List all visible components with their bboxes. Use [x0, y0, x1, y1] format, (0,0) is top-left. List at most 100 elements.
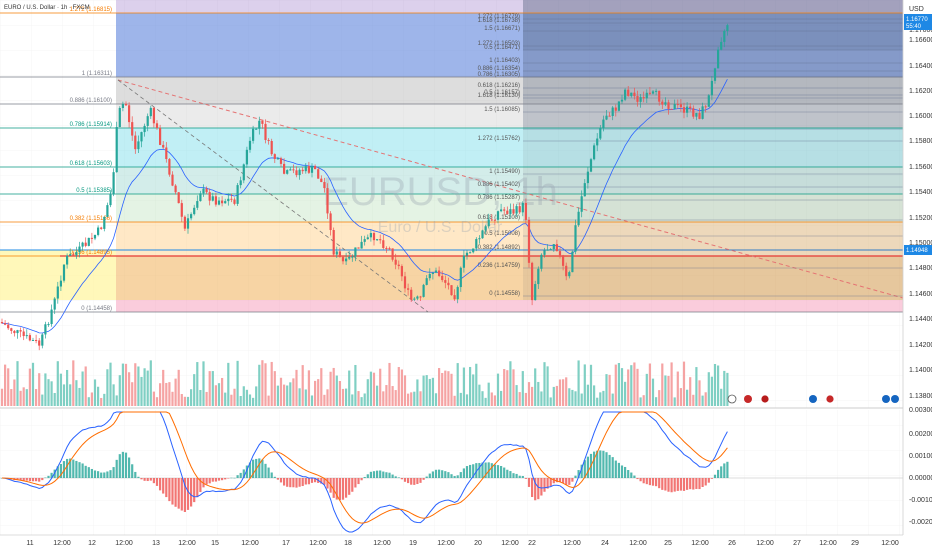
volume-bar	[627, 369, 630, 406]
time-tick: 12:00	[629, 540, 647, 547]
volume-bar	[698, 380, 701, 406]
price-axis[interactable]	[903, 0, 932, 550]
symbol-title: EURO / U.S. Dollar · 1h · FXCM	[4, 5, 90, 11]
fib-right-label: 1.5 (1.16671)	[484, 26, 520, 32]
volume-bar	[658, 390, 661, 406]
macd-hist-bar	[128, 457, 131, 478]
volume-bar	[689, 377, 692, 406]
volume-bar	[81, 371, 84, 406]
candle-body	[648, 92, 651, 94]
volume-bar	[379, 368, 382, 406]
candle-body	[565, 265, 568, 277]
candle-body	[112, 172, 115, 195]
macd-hist-bar	[710, 478, 713, 479]
volume-bar	[673, 397, 676, 406]
fib-right-label: 0.5 (1.15008)	[484, 231, 520, 237]
fib-right-label: 1 (1.16403)	[489, 58, 520, 64]
volume-bar	[205, 391, 208, 406]
time-tick: 24	[601, 540, 609, 547]
trendline-red[interactable]	[117, 79, 904, 299]
macd-hist-bar	[444, 471, 447, 478]
price-tick: 1.15000	[909, 240, 932, 247]
candle-body	[546, 249, 549, 251]
macd-hist-bar	[171, 478, 174, 505]
volume-bar	[193, 374, 196, 406]
candle-body	[289, 169, 292, 171]
flag-event-icon[interactable]	[882, 395, 890, 403]
macd-hist-bar	[224, 478, 227, 480]
candle-body	[255, 128, 258, 130]
macd-hist-bar	[345, 478, 348, 498]
trendline-grey[interactable]	[117, 79, 429, 313]
candle-body	[521, 202, 524, 213]
volume-bar	[518, 392, 521, 406]
volume-bar	[726, 372, 729, 406]
volume-bar	[549, 397, 552, 406]
volume-bar	[186, 396, 190, 406]
macd-hist-bar	[41, 478, 44, 481]
candle-body	[397, 264, 400, 267]
volume-bar	[354, 364, 357, 406]
event-markers[interactable]	[727, 394, 899, 404]
fib-left-label: 0.618 (1.15603)	[70, 161, 112, 167]
volume-bar	[159, 383, 162, 406]
flag-event-icon[interactable]	[809, 395, 817, 403]
macd-tick: 0.00200	[909, 431, 932, 438]
flag-us-icon[interactable]	[760, 394, 770, 404]
candle-body	[717, 49, 720, 69]
flag-event-icon[interactable]	[891, 395, 899, 403]
candle-body	[611, 107, 614, 117]
volume-bar	[140, 376, 143, 406]
volume-bar	[363, 393, 366, 406]
candle-body	[332, 230, 335, 255]
macd-hist-bar	[394, 476, 397, 478]
macd-hist-bar	[388, 472, 391, 478]
flag-us-icon[interactable]	[825, 394, 835, 404]
volume-bar	[366, 379, 369, 406]
macd-hist-bar	[726, 461, 729, 478]
candle-body	[707, 95, 710, 107]
volume-bar	[56, 361, 59, 406]
time-tick: 13	[152, 540, 160, 547]
macd-hist-bar	[134, 471, 137, 478]
volume-bar	[686, 389, 689, 406]
volume-bar	[0, 388, 4, 406]
volume-bar	[13, 379, 16, 406]
clock-event-icon[interactable]	[727, 394, 737, 404]
macd-hist-bar	[211, 478, 214, 482]
time-axis[interactable]	[0, 535, 932, 550]
candlesticks[interactable]	[0, 23, 729, 351]
volume-bar	[165, 382, 168, 406]
candle-body	[434, 270, 438, 273]
macd-hist-bar	[174, 478, 177, 507]
candle-body	[379, 239, 382, 241]
volume-bar	[118, 375, 121, 406]
macd-hist-bar	[459, 472, 462, 478]
candle-body	[726, 25, 729, 31]
macd-hist-bar	[692, 478, 695, 490]
candle-body	[53, 298, 56, 310]
macd-hist-bar	[558, 478, 562, 482]
price-tick-labels: 1.17000 1.16600 1.16400 1.16200 1.16000 1.158…	[909, 27, 932, 400]
volume-bar	[586, 384, 589, 406]
volume-bar	[531, 386, 534, 406]
fib-extension-right[interactable]	[523, 0, 903, 300]
macd-hist-bar	[196, 478, 199, 498]
time-tick: 12:00	[691, 540, 709, 547]
macd-hist-bar	[289, 478, 292, 488]
macd-hist-bar	[413, 478, 416, 485]
candle-body	[162, 144, 165, 148]
volume-bar	[720, 388, 723, 406]
volume-bar	[190, 389, 193, 406]
macd-hist-bar	[28, 478, 31, 482]
fib-right-label: 0.786 (1.15287)	[478, 195, 520, 201]
candle-body	[295, 170, 298, 176]
macd-hist-bar	[320, 478, 323, 484]
macd-hist-bar	[534, 478, 537, 501]
candle-body	[658, 90, 661, 102]
volume-bar	[444, 370, 447, 406]
macd-hist-bar	[611, 457, 614, 478]
symbol-watermark: EURUSD, 1h	[322, 170, 558, 214]
flag-eu-icon[interactable]	[744, 395, 752, 403]
